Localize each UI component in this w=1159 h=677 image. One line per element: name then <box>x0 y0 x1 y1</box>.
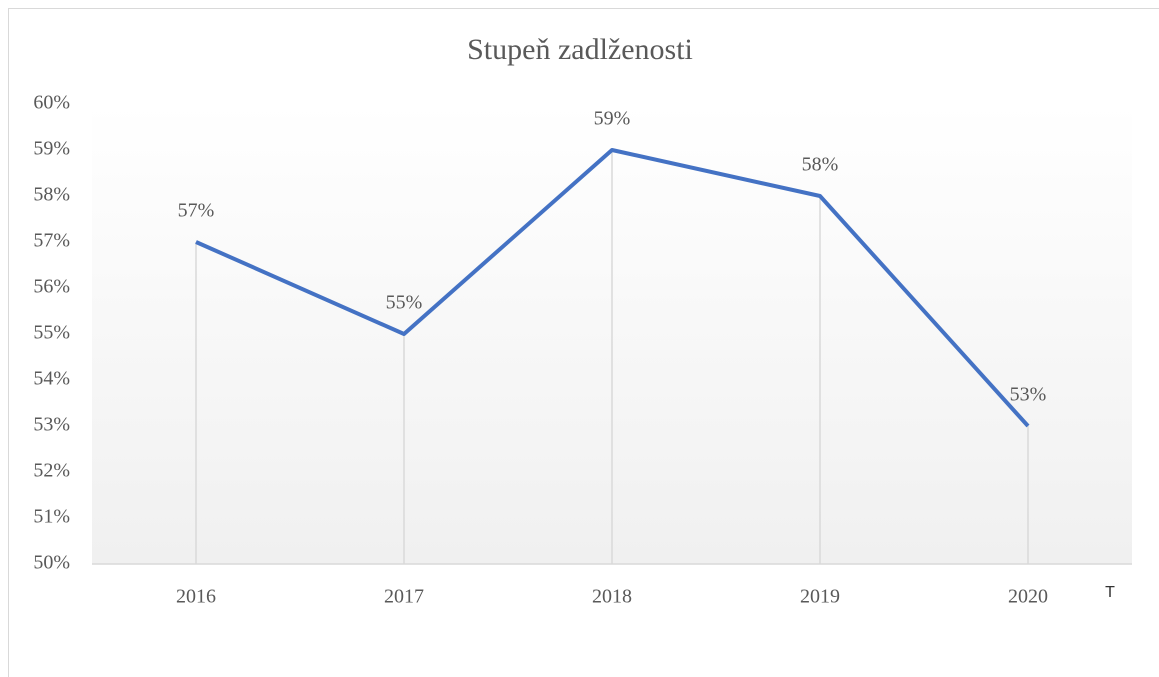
chart-title: Stupeň zadlženosti <box>467 33 693 66</box>
y-tick-label: 53% <box>33 414 70 436</box>
x-tick-label: 2018 <box>592 586 632 608</box>
y-tick-label: 50% <box>33 552 70 574</box>
y-tick-label: 60% <box>33 92 70 114</box>
y-tick-label: 52% <box>33 460 70 482</box>
series-line <box>195 148 1030 428</box>
y-tick-label: 55% <box>33 322 70 344</box>
x-axis-label: T <box>1105 584 1115 601</box>
data-label: 59% <box>594 108 631 130</box>
x-tick-label: 2016 <box>176 586 216 608</box>
y-tick-label: 51% <box>33 506 70 528</box>
y-tick-label: 56% <box>33 276 70 298</box>
x-tick-label: 2019 <box>800 586 840 608</box>
y-tick-label: 59% <box>33 138 70 160</box>
data-label: 53% <box>1010 384 1047 406</box>
y-tick-label: 54% <box>33 368 70 390</box>
x-tick-label: 2017 <box>384 586 424 608</box>
data-label: 55% <box>386 292 423 314</box>
x-tick-label: 2020 <box>1008 586 1048 608</box>
data-label: 57% <box>178 200 215 222</box>
y-tick-label: 57% <box>33 230 70 252</box>
data-label: 58% <box>802 154 839 176</box>
y-tick-label: 58% <box>33 184 70 206</box>
